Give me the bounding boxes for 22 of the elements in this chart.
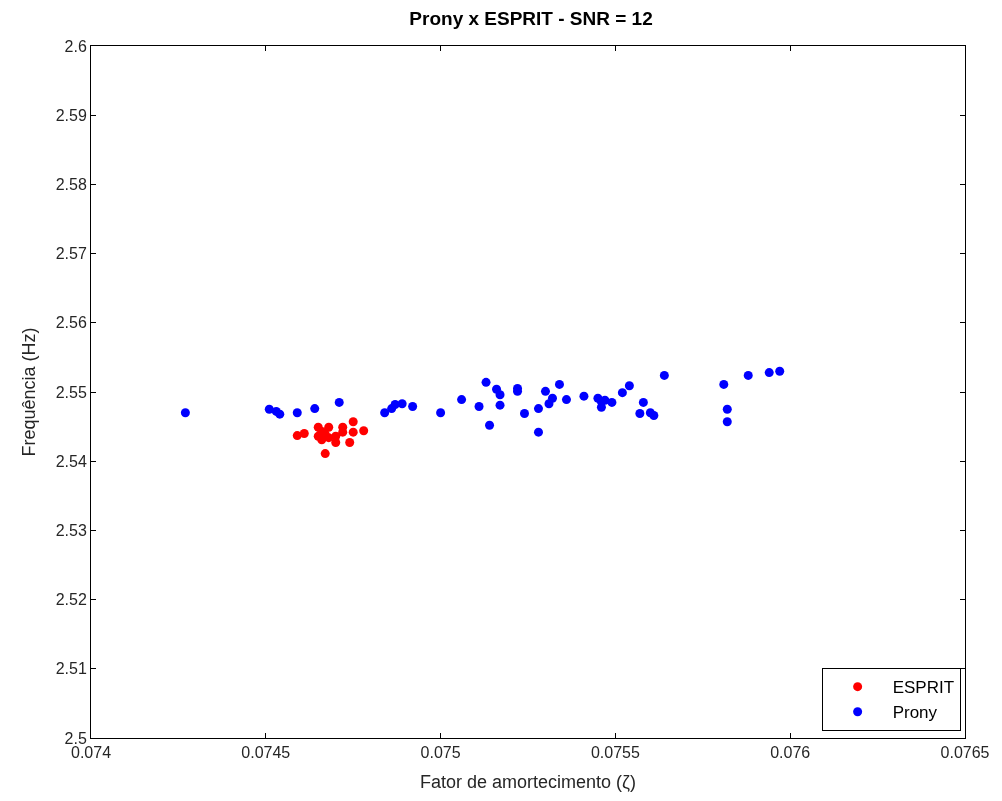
x-tick-label: 0.076: [770, 744, 811, 762]
y-tick-label: 2.5: [64, 729, 87, 747]
legend-label: ESPRIT: [892, 678, 955, 698]
y-tick-label: 2.59: [55, 106, 87, 124]
x-axis-title: Fator de amortecimento (ζ): [419, 772, 637, 793]
x-tick-label: 0.074: [70, 744, 112, 762]
x-tick-label: 0.0755: [590, 744, 640, 762]
y-tick-label: 2.58: [55, 176, 87, 193]
y-axis-title: Frequência (Hz): [18, 327, 39, 457]
y-tick-label: 2.6: [64, 37, 87, 55]
y-tick-label: 2.55: [55, 383, 87, 401]
y-tick-label: 2.54: [55, 452, 87, 470]
x-tick-label: 0.075: [420, 744, 461, 762]
y-tick-label: 2.51: [55, 660, 87, 678]
y-tick-label: 2.52: [55, 591, 87, 609]
y-tick-label: 2.53: [55, 522, 87, 539]
y-tick-label: 2.56: [55, 314, 87, 332]
y-tick-label: 2.57: [55, 245, 87, 263]
chart-title: Prony x ESPRIT - SNR = 12: [409, 8, 653, 30]
legend-label: Prony: [892, 703, 938, 723]
x-tick-label: 0.0765: [940, 744, 990, 762]
x-tick-label: 0.0745: [241, 744, 291, 762]
